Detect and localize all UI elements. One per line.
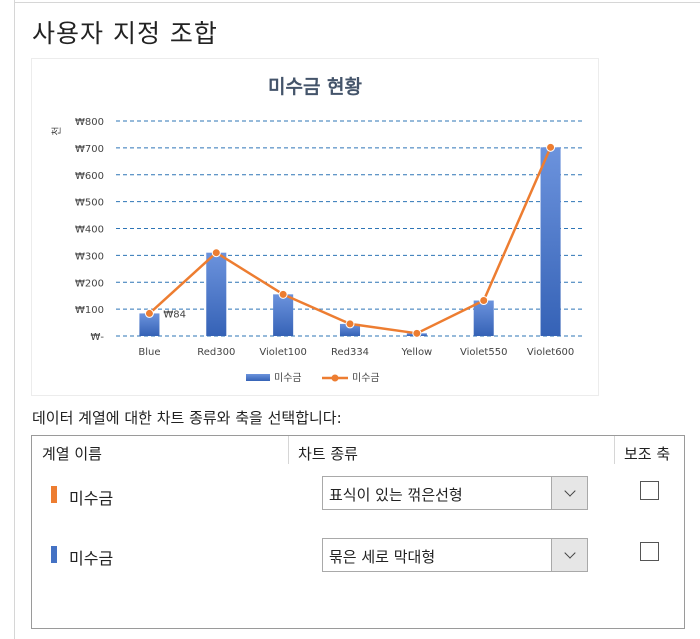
line-marker: [345, 319, 355, 329]
legend-label: 미수금: [352, 372, 380, 384]
header-secondary-axis: 보조 축: [624, 445, 671, 463]
series-name: 미수금: [69, 549, 114, 568]
series-color-swatch: [51, 486, 57, 503]
data-label: ₩84: [163, 309, 186, 320]
chevron-down-icon: [563, 485, 576, 497]
line-marker: [412, 328, 422, 338]
bar: [273, 294, 294, 336]
series-prompt: 데이터 계열에 대한 차트 종류와 축을 선택합니다:: [32, 409, 342, 427]
left-border: [14, 0, 15, 639]
legend-swatch-bar: [246, 374, 270, 381]
line-marker: [278, 289, 288, 299]
y-tick-label: ₩-: [91, 332, 105, 343]
x-tick-label: Red334: [331, 347, 369, 358]
bar: [339, 323, 361, 336]
header-separator: [288, 436, 289, 464]
page-title: 사용자 지정 조합: [32, 19, 218, 48]
dropdown-button[interactable]: [551, 539, 587, 571]
line-marker: [211, 248, 221, 258]
chart-type-value: 표식이 있는 꺾은선형: [329, 486, 463, 504]
legend-label: 미수금: [274, 372, 302, 384]
chart-type-value: 묶은 세로 막대형: [329, 548, 436, 566]
y-tick-label: ₩200: [75, 278, 104, 289]
x-tick-label: Violet600: [527, 347, 574, 358]
x-tick-label: Red300: [197, 347, 235, 358]
chart-type-dropdown[interactable]: 표식이 있는 꺾은선형: [322, 476, 588, 510]
y-tick-label: ₩500: [75, 198, 104, 209]
series-name: 미수금: [69, 489, 114, 508]
legend-swatch-marker: [331, 374, 339, 382]
y-tick-label: ₩300: [75, 251, 104, 262]
x-tick-label: Violet550: [460, 347, 507, 358]
bar: [473, 300, 494, 336]
x-tick-label: Violet100: [259, 347, 306, 358]
y-tick-label: ₩100: [75, 305, 104, 316]
y-tick-label: ₩600: [75, 171, 104, 182]
x-tick-label: Yellow: [400, 347, 432, 358]
line-marker: [479, 296, 489, 306]
chevron-down-icon: [563, 547, 576, 559]
header-series-name: 계열 이름: [42, 445, 102, 463]
bar: [206, 252, 227, 336]
secondary-axis-checkbox[interactable]: [640, 542, 659, 561]
y-tick-label: ₩400: [75, 225, 104, 236]
secondary-axis-checkbox[interactable]: [640, 481, 659, 500]
dropdown-button[interactable]: [551, 477, 587, 509]
top-border: [14, 2, 700, 3]
chart-title: 미수금 현황: [268, 75, 363, 98]
chart-preview: 미수금 현황 천 ₩- ₩100 ₩200 ₩300 ₩400 ₩500 ₩600 ₩700 ₩…: [31, 58, 599, 396]
line-marker: [546, 142, 556, 152]
y-tick-label: ₩800: [75, 117, 104, 128]
series-color-swatch: [51, 546, 57, 563]
bar: [540, 147, 561, 336]
chart-svg: 미수금 현황 천 ₩- ₩100 ₩200 ₩300 ₩400 ₩500 ₩600 ₩700 ₩…: [51, 75, 584, 384]
header-separator: [614, 436, 615, 464]
header-chart-type: 차트 종류: [298, 445, 358, 463]
y-axis-unit-label: 천: [51, 126, 63, 135]
line-marker: [144, 308, 154, 318]
y-tick-label: ₩700: [75, 144, 104, 155]
series-grid: 계열 이름 차트 종류 보조 축 미수금 표식이 있는 꺾은선형 미수금 묶은 …: [31, 435, 685, 629]
x-tick-label: Blue: [138, 347, 160, 358]
bar: [139, 313, 160, 336]
chart-type-dropdown[interactable]: 묶은 세로 막대형: [322, 538, 588, 572]
